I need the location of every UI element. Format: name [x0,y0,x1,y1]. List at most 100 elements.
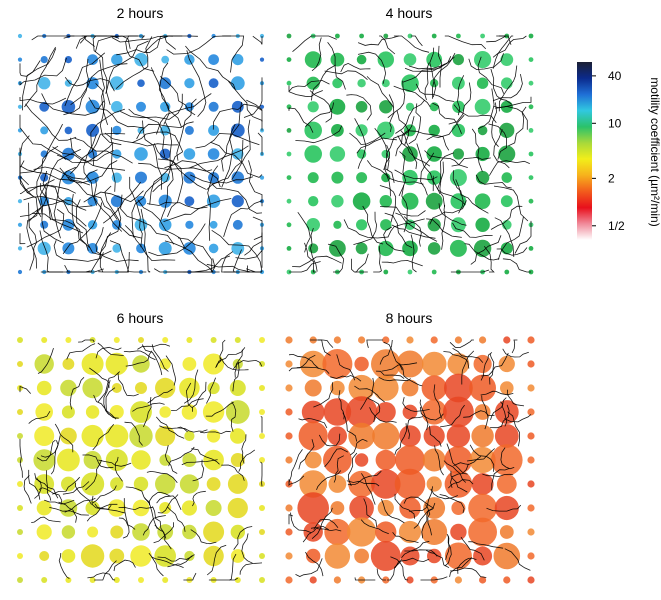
trajectory-track [248,160,263,207]
data-point [17,57,23,62]
data-point [395,445,425,475]
data-point [259,553,265,559]
trajectory-track [206,544,227,576]
trajectory-track [346,94,372,121]
data-point [184,430,195,442]
data-point [105,424,129,448]
data-point [259,577,265,583]
data-point [39,551,50,561]
trajectory-track [438,45,443,88]
trajectory-track [211,183,263,214]
data-point [527,552,535,560]
data-point [34,354,54,374]
data-point [131,450,151,470]
data-point [307,172,319,184]
data-point [375,402,396,422]
data-point [401,192,419,210]
data-point [496,474,517,494]
trajectory-track [92,485,117,504]
data-point [332,78,343,89]
data-point [65,337,72,343]
data-point [499,525,514,539]
trajectory-track [441,204,446,250]
trajectory-track [74,482,92,505]
data-point [285,336,293,344]
trajectory-track [25,103,77,141]
trajectory-track [354,385,385,403]
data-point [286,57,292,62]
trajectory-track [243,77,263,118]
trajectory-track [353,211,378,245]
data-point [111,383,122,393]
trajectory-track [26,208,65,248]
data-point [426,476,442,492]
panel-8-hours: 8 hours [285,310,535,584]
data-point [61,525,76,539]
trajectory-track [288,85,323,98]
trajectory-track [148,223,206,257]
data-point [430,79,439,88]
trajectory-track [190,174,254,184]
data-point [158,218,172,232]
trajectory-track [493,129,510,169]
trajectory-track [238,449,256,472]
trajectory-track [305,551,324,577]
trajectory-track [298,418,328,429]
data-point [184,125,194,135]
data-point [355,101,368,113]
trajectory-track [379,339,393,365]
trajectory-track [327,42,346,90]
trajectory-track [183,572,197,581]
trajectory-track [408,103,422,145]
data-point [82,377,103,399]
trajectory-track [166,35,232,55]
trajectory-track [23,475,32,504]
trajectory-track [463,410,495,418]
data-point [41,577,48,583]
trajectory-track [31,35,75,41]
trajectory-track [82,454,114,469]
trajectory-track [19,97,67,105]
trajectory-track [482,473,514,478]
data-point [259,361,265,367]
trajectory-track [53,166,76,239]
data-point [355,242,368,255]
data-point [36,524,52,540]
trajectory-track [481,395,489,430]
data-point [80,544,105,568]
trajectory-track [311,64,336,101]
data-point [85,500,100,516]
trajectory-track [443,351,470,369]
trajectory-track [449,567,487,578]
trajectory-track [120,194,175,245]
trajectory-track [104,185,142,239]
data-point [527,528,535,536]
data-point [299,470,328,498]
data-point [230,76,245,91]
trajectory-track [88,97,146,129]
data-point [17,457,23,463]
trajectory-track [461,350,475,385]
trajectory-track [452,347,484,363]
trajectory-track [295,125,343,144]
data-point [426,146,442,162]
data-point [285,408,293,416]
data-point [474,404,491,420]
data-point [286,222,292,228]
trajectory-track [395,212,438,242]
trajectory-track [97,342,124,356]
trajectory-track [310,227,318,272]
trajectory-track [327,243,345,273]
data-point [155,473,176,495]
trajectory-track [70,137,126,171]
trajectory-track [167,554,195,568]
data-point [285,504,293,512]
data-point [110,195,123,208]
data-point [17,269,23,275]
data-point [527,456,535,464]
trajectory-track [233,526,253,550]
trajectory-track [424,150,468,168]
trajectory-track [142,120,163,190]
data-point [35,403,53,421]
trajectory-track [137,343,171,350]
